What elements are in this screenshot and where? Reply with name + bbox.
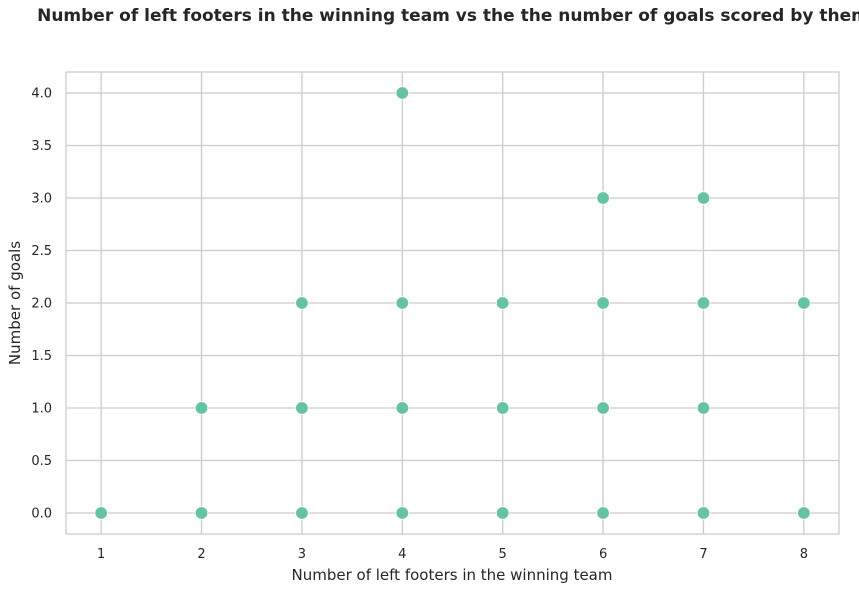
y-tick-label: 4.0: [31, 87, 52, 102]
data-point: [596, 191, 610, 205]
data-points: [94, 86, 811, 520]
x-tick-label: 2: [197, 547, 205, 562]
data-point: [495, 401, 510, 415]
tick-labels: 1 2 3 4 5 6 7 8 0.0 0.5 1.0 1.5 2.0 2.5 3.0 3.5 4.0: [31, 87, 808, 563]
data-point: [395, 401, 410, 415]
y-tick-label: 0.5: [31, 454, 52, 469]
data-point: [295, 401, 309, 415]
x-tick-label: 6: [599, 547, 607, 562]
data-point: [194, 401, 209, 415]
grid-lines: [66, 72, 839, 534]
data-point: [596, 296, 610, 310]
data-point: [495, 506, 510, 520]
x-tick-label: 8: [800, 547, 808, 562]
data-point: [194, 506, 209, 520]
data-point: [495, 296, 510, 310]
data-point: [395, 506, 410, 520]
x-axis-label: Number of left footers in the winning te…: [292, 566, 613, 584]
x-tick-label: 3: [298, 547, 306, 562]
x-tick-label: 7: [699, 547, 707, 562]
plot-frame: [65, 71, 840, 535]
y-axis-label: Number of goals: [6, 241, 24, 365]
y-tick-label: 1.0: [31, 402, 52, 417]
y-tick-label: 2.0: [31, 297, 52, 312]
data-point: [696, 296, 711, 310]
data-point: [696, 191, 711, 205]
data-point: [94, 506, 108, 520]
data-point: [395, 86, 410, 100]
data-point: [295, 296, 309, 310]
y-tick-label: 2.5: [31, 244, 52, 259]
y-tick-label: 0.0: [31, 507, 52, 522]
data-point: [696, 401, 711, 415]
data-point: [295, 506, 309, 520]
y-tick-label: 3.5: [31, 139, 52, 154]
data-point: [596, 506, 610, 520]
data-point: [395, 296, 410, 310]
chart-title: Number of left footers in the winning te…: [37, 6, 859, 26]
x-tick-label: 5: [499, 547, 507, 562]
data-point: [696, 506, 711, 520]
x-tick-label: 4: [398, 547, 406, 562]
data-point: [797, 506, 811, 520]
x-tick-label: 1: [97, 547, 105, 562]
y-tick-label: 1.5: [31, 349, 52, 364]
data-point: [596, 401, 610, 415]
y-tick-label: 3.0: [31, 192, 52, 207]
data-point: [797, 296, 811, 310]
